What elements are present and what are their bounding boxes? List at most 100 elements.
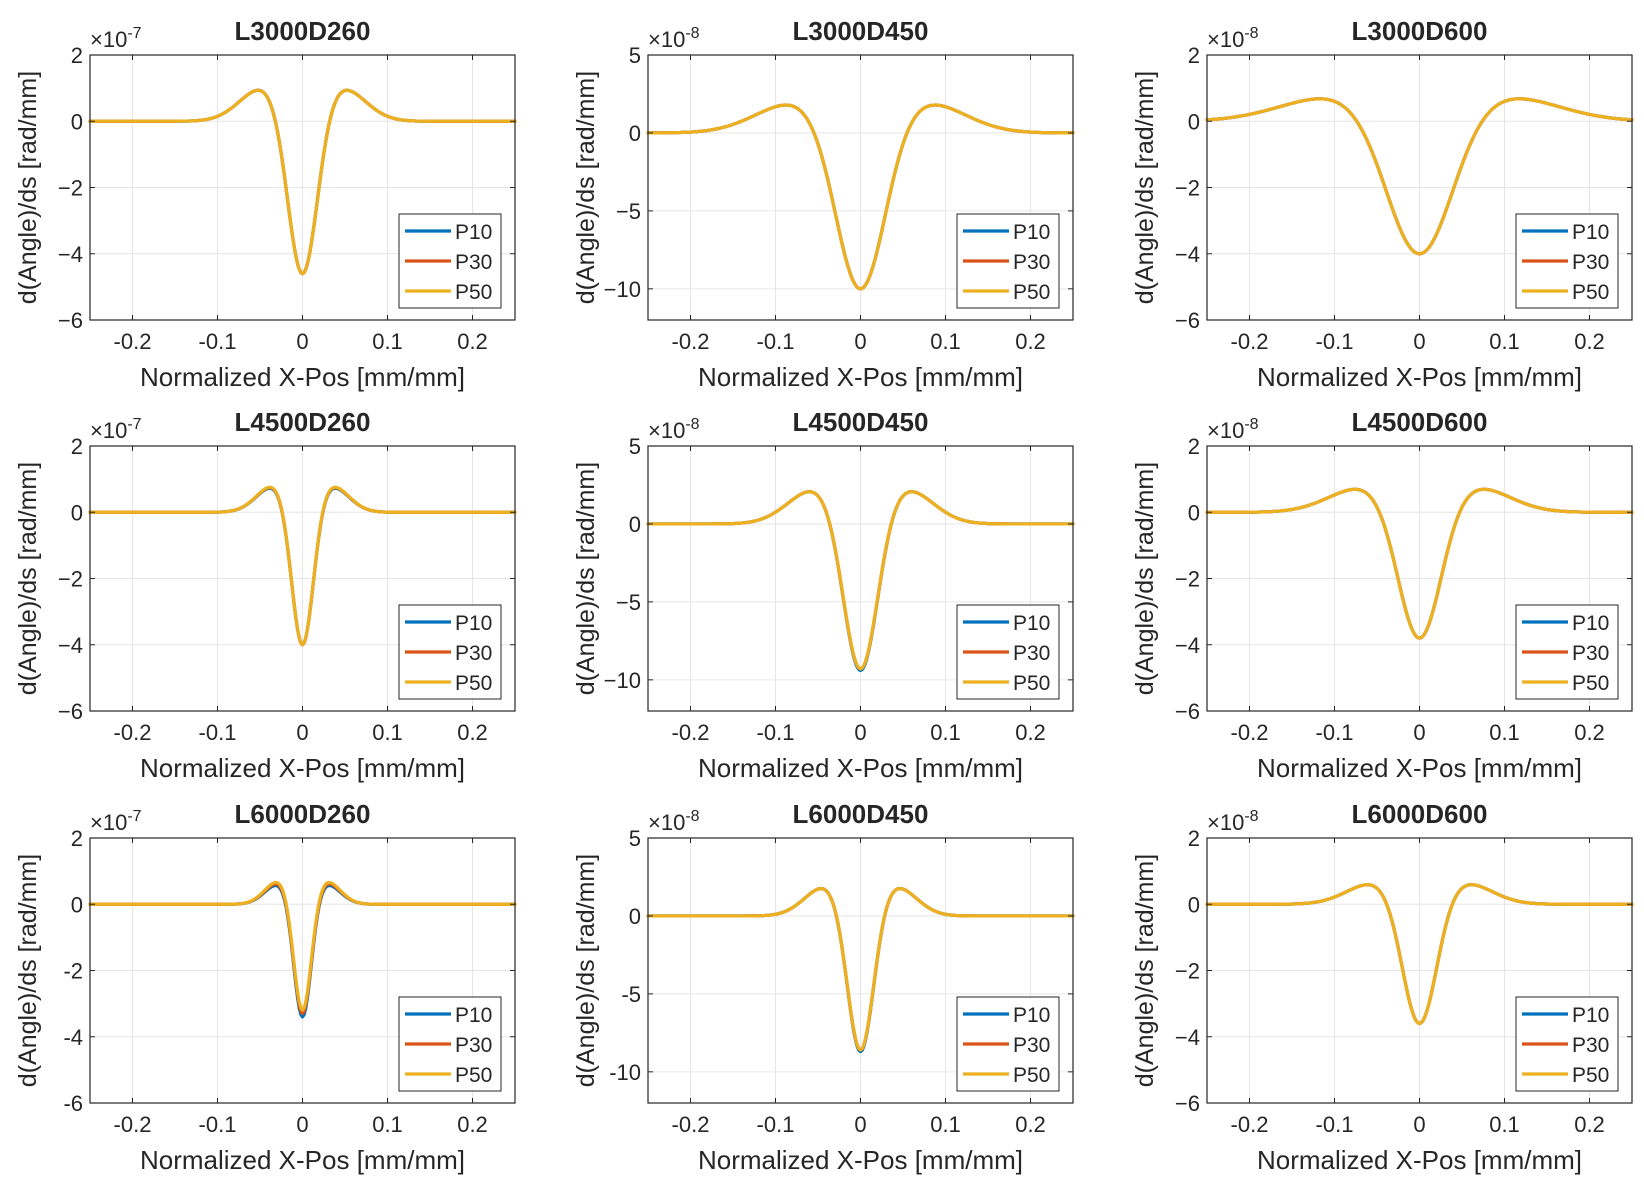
legend-label: P10 xyxy=(1013,612,1050,635)
legend-label: P50 xyxy=(1572,281,1609,304)
axis-multiplier: ×10-7 xyxy=(90,416,142,443)
x-tick-label: 0 xyxy=(1413,329,1425,354)
legend: P10 P30 P50 xyxy=(956,213,1060,309)
x-tick-label: -0.1 xyxy=(199,329,237,354)
x-tick-label: 0.2 xyxy=(457,329,488,354)
x-tick-label: -0.1 xyxy=(199,1112,237,1137)
y-tick-label: −2 xyxy=(1175,959,1200,984)
y-tick-label: −6 xyxy=(1175,699,1200,724)
y-axis-label: d(Angle)/ds [rad/mm] xyxy=(14,854,42,1087)
y-tick-label: 5 xyxy=(629,434,641,459)
x-tick-label: -0.2 xyxy=(672,1112,710,1137)
chart-title: L4500D600 xyxy=(1352,407,1488,437)
x-tick-label: -0.1 xyxy=(1316,1112,1354,1137)
legend-label: P50 xyxy=(1013,281,1050,304)
chart-title: L6000D260 xyxy=(235,799,371,829)
chart-title: L4500D260 xyxy=(235,407,371,437)
x-tick-label: 0 xyxy=(1413,1112,1425,1137)
y-tick-label: 2 xyxy=(1188,826,1200,851)
legend-label: P10 xyxy=(455,612,492,635)
chart-title: L3000D450 xyxy=(793,16,929,46)
x-tick-label: 0.1 xyxy=(1489,720,1520,745)
legend-label: P50 xyxy=(455,1064,492,1087)
x-tick-label: -0.2 xyxy=(114,1112,152,1137)
axis-multiplier: ×10-8 xyxy=(648,25,700,52)
legend-label: P30 xyxy=(1572,642,1609,665)
legend-label: P30 xyxy=(1572,251,1609,274)
x-tick-label: -0.1 xyxy=(757,720,795,745)
legend-label: P10 xyxy=(1572,612,1609,635)
subplot-l4500d260: -0.2 -0.1 0 0.1 0.2 2 0 −2 −4 −6 L4500D260 ×10-7 Nor… xyxy=(14,407,517,783)
x-axis-label: Normalized X-Pos [mm/mm] xyxy=(698,753,1023,783)
y-tick-label: −6 xyxy=(1175,1091,1200,1116)
x-tick-label: 0 xyxy=(854,1112,866,1137)
x-axis-label: Normalized X-Pos [mm/mm] xyxy=(140,362,465,392)
series-line-p50 xyxy=(1205,487,1634,640)
x-tick-label: -0.2 xyxy=(114,720,152,745)
chart-title: L4500D450 xyxy=(793,407,929,437)
legend: P10 P30 P50 xyxy=(398,213,502,309)
legend-label: P30 xyxy=(455,642,492,665)
chart-title: L6000D600 xyxy=(1352,799,1488,829)
y-axis-label: d(Angle)/ds [rad/mm] xyxy=(1131,462,1159,695)
y-axis-label: d(Angle)/ds [rad/mm] xyxy=(572,71,600,304)
y-axis-label: d(Angle)/ds [rad/mm] xyxy=(14,71,42,304)
subplot-l6000d600: -0.2 -0.1 0 0.1 0.2 2 0 −2 −4 −6 L6000D600 ×10-8 Nor… xyxy=(1131,799,1634,1175)
x-tick-label: 0 xyxy=(296,720,308,745)
x-tick-label: 0.1 xyxy=(372,1112,403,1137)
y-tick-label: 2 xyxy=(71,43,83,68)
series-line-p50 xyxy=(88,485,517,647)
subplot-l6000d450: -0.2 -0.1 0 0.1 0.2 5 0 -5 -10 L6000D450 ×10-8 Norm… xyxy=(572,799,1075,1175)
legend: P10 P30 P50 xyxy=(398,996,502,1092)
legend: P10 P30 P50 xyxy=(398,604,502,700)
y-tick-label: -5 xyxy=(621,982,641,1007)
y-tick-label: −6 xyxy=(1175,308,1200,333)
chart-title: L3000D260 xyxy=(235,16,371,46)
x-tick-label: 0.1 xyxy=(930,329,961,354)
y-tick-label: −4 xyxy=(58,242,83,267)
y-axis-label: d(Angle)/ds [rad/mm] xyxy=(572,462,600,695)
x-tick-label: 0.1 xyxy=(372,720,403,745)
x-tick-label: 0.1 xyxy=(930,1112,961,1137)
x-tick-label: 0.1 xyxy=(1489,329,1520,354)
x-axis-label: Normalized X-Pos [mm/mm] xyxy=(1257,362,1582,392)
legend-label: P10 xyxy=(1572,221,1609,244)
x-tick-label: -0.2 xyxy=(1231,720,1269,745)
x-tick-label: 0 xyxy=(854,720,866,745)
x-tick-label: -0.1 xyxy=(757,329,795,354)
x-tick-label: -0.1 xyxy=(757,1112,795,1137)
legend-label: P50 xyxy=(455,672,492,695)
x-axis-label: Normalized X-Pos [mm/mm] xyxy=(1257,753,1582,783)
y-axis-label: d(Angle)/ds [rad/mm] xyxy=(572,854,600,1087)
x-tick-label: 0 xyxy=(1413,720,1425,745)
y-tick-label: −6 xyxy=(58,699,83,724)
axis-multiplier: ×10-7 xyxy=(90,25,142,52)
chart-title: L3000D600 xyxy=(1352,16,1488,46)
x-axis-label: Normalized X-Pos [mm/mm] xyxy=(698,362,1023,392)
y-tick-label: −2 xyxy=(1175,567,1200,592)
y-tick-label: −10 xyxy=(604,668,641,693)
axis-multiplier: ×10-8 xyxy=(1207,25,1259,52)
x-tick-label: 0.1 xyxy=(1489,1112,1520,1137)
axis-multiplier: ×10-7 xyxy=(90,808,142,835)
y-tick-label: 0 xyxy=(1188,109,1200,134)
subplot-l3000d450: -0.2 -0.1 0 0.1 0.2 5 0 −5 −10 L3000D450 ×10-8 Norm… xyxy=(572,16,1075,392)
y-tick-label: -2 xyxy=(63,959,83,984)
subplot-l4500d450: -0.2 -0.1 0 0.1 0.2 5 0 −5 −10 L4500D450 ×10-8 Norm… xyxy=(572,407,1075,783)
y-tick-label: 2 xyxy=(1188,434,1200,459)
x-tick-label: 0.2 xyxy=(1015,329,1046,354)
x-tick-label: -0.2 xyxy=(672,720,710,745)
y-axis-label: d(Angle)/ds [rad/mm] xyxy=(14,462,42,695)
legend-label: P50 xyxy=(1572,672,1609,695)
legend-label: P50 xyxy=(1572,1064,1609,1087)
legend: P10 P30 P50 xyxy=(1515,213,1619,309)
legend: P10 P30 P50 xyxy=(1515,604,1619,700)
legend: P10 P30 P50 xyxy=(956,604,1060,700)
axis-multiplier: ×10-8 xyxy=(648,808,700,835)
y-tick-label: −4 xyxy=(58,633,83,658)
legend-label: P10 xyxy=(455,1004,492,1027)
legend-label: P30 xyxy=(455,251,492,274)
series-line-p50 xyxy=(1205,883,1634,1026)
x-tick-label: 0.1 xyxy=(930,720,961,745)
